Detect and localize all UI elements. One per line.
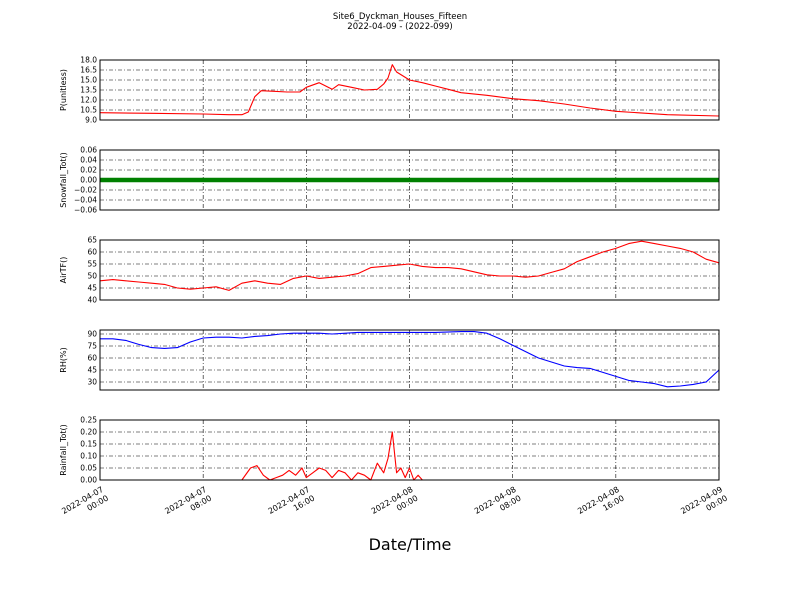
axes-frame: [99, 59, 720, 121]
y-axis-label: RH(%): [59, 347, 68, 372]
y-tick-label: 90: [87, 330, 97, 339]
y-tick-label: −0.02: [74, 186, 97, 195]
y-tick-label: 60: [87, 248, 97, 257]
axes-frame: [99, 419, 720, 481]
y-tick-label: 45: [87, 284, 97, 293]
panel-3: 40 45 50 55 60 65 AirTF(): [59, 236, 720, 305]
y-tick-label: 13.5: [80, 86, 97, 95]
y-tick-label: 0.06: [80, 146, 97, 155]
y-axis-label: P(unitless): [59, 69, 68, 111]
y-tick-label: 10.5: [80, 106, 97, 115]
panel-2: −0.06−0.04−0.020.000.020.040.06 Snowfall_…: [59, 146, 720, 215]
y-tick-label: 40: [87, 296, 97, 305]
y-tick-label: 16.5: [80, 66, 97, 75]
y-tick-label: 0.02: [80, 166, 97, 175]
y-tick-label: 0.04: [80, 156, 97, 165]
y-tick-label: −0.04: [74, 196, 97, 205]
y-tick-label: 15.0: [80, 76, 97, 85]
y-tick-label: 0.00: [80, 176, 97, 185]
y-tick-label: 0.25: [80, 416, 97, 425]
y-tick-label: 55: [87, 260, 97, 269]
panels: 9.010.512.013.515.016.518.0 P(unitless) −0…: [59, 56, 720, 485]
y-axis-label: AirTF(): [59, 257, 68, 284]
y-tick-label: 0.05: [80, 464, 97, 473]
axes-frame: [99, 239, 720, 301]
y-axis-label: Rainfall_Tot(): [59, 424, 68, 476]
series-line: [99, 240, 720, 291]
y-tick-label: 0.15: [80, 440, 97, 449]
axes-frame: [99, 149, 720, 211]
y-tick-label: 0.20: [80, 428, 97, 437]
series-line: [100, 431, 719, 481]
y-tick-label: 60: [87, 354, 97, 363]
y-tick-label: 50: [87, 272, 97, 281]
y-tick-label: 0.10: [80, 452, 97, 461]
series-line: [100, 331, 720, 388]
y-tick-label: 45: [87, 366, 97, 375]
figure-title: Site6_Dyckman_Houses_Fifteen: [333, 12, 467, 22]
y-tick-label: 0.00: [80, 476, 97, 485]
axes-frame: [99, 329, 720, 391]
y-tick-label: 30: [87, 378, 97, 387]
figure-subtitle: 2022-04-09 - (2022-099): [347, 22, 452, 32]
y-tick-label: 65: [87, 236, 97, 245]
x-axis-label: Date/Time: [369, 535, 452, 554]
y-tick-label: 9.0: [85, 116, 97, 125]
y-tick-label: 18.0: [80, 56, 97, 65]
series-line: [99, 64, 720, 117]
panel-1: 9.010.512.013.515.016.518.0 P(unitless): [59, 56, 720, 125]
y-axis-label: Snowfall_Tot(): [59, 152, 68, 208]
y-tick-label: 12.0: [80, 96, 97, 105]
y-tick-label: 75: [87, 342, 97, 351]
panel-4: 30 45 60 75 90 RH(%): [59, 329, 720, 391]
panel-5: 0.00 0.05 0.10 0.15 0.20 0.25 Rainfall_Tot(): [59, 416, 720, 485]
y-tick-label: −0.06: [74, 206, 97, 215]
